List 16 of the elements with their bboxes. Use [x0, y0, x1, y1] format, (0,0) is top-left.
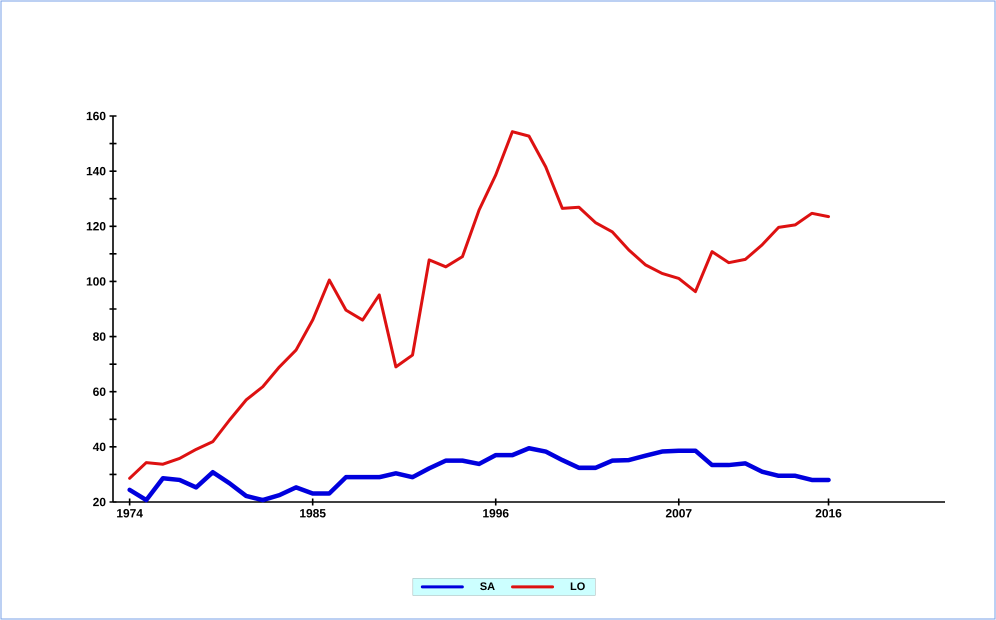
x-tick-label: 1985 — [300, 509, 326, 518]
legend-label: LO — [570, 582, 585, 590]
y-tick-label: 80 — [93, 332, 106, 341]
line-series — [128, 130, 830, 480]
x-tick-label: 2016 — [816, 509, 842, 518]
x-tick-label: 1996 — [483, 509, 509, 518]
y-tick-label: 20 — [93, 498, 106, 506]
y-tick-label: 120 — [86, 222, 106, 231]
y-tick-label: 100 — [86, 277, 106, 286]
x-tick-label: 1974 — [117, 509, 143, 518]
x-tick-label: 2007 — [666, 509, 692, 518]
y-tick-label: 40 — [92, 442, 106, 452]
y-tick-label: 60 — [93, 387, 106, 396]
legend-label: SA — [480, 582, 495, 590]
y-tick-label: 160 — [86, 112, 106, 120]
y-tick-label: 140 — [86, 166, 106, 176]
